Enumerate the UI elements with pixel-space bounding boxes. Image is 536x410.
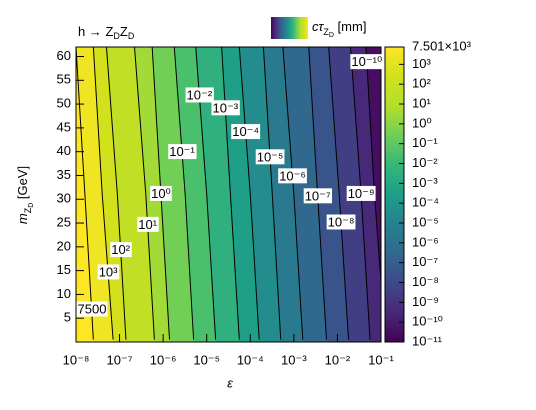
colorbar-tick-label: 10⁻³ (412, 175, 438, 190)
x-tick-label: 10⁻⁷ (107, 352, 133, 367)
x-axis-label: ε (227, 375, 233, 390)
y-tick-label: 30 (57, 191, 71, 206)
contour-label-bg (168, 144, 197, 160)
y-tick-label: 60 (57, 48, 71, 63)
contour-label-bg (137, 216, 159, 232)
y-tick-label: 25 (57, 214, 71, 229)
contour-label: 10⁻⁹ (348, 186, 375, 201)
contour-label-bg (326, 214, 356, 230)
contour-line (221, 47, 240, 340)
colorbar-tick-label: 10⁻⁶ (412, 234, 439, 249)
y-tick-label: 50 (57, 96, 71, 111)
colorbar-tick-label: 10⁻⁷ (412, 254, 438, 269)
y-axis-label: mZD [GeV] (15, 166, 34, 224)
y-tick-label: 10 (57, 286, 71, 301)
plot-frame (75, 46, 382, 343)
y-tick-label: 40 (57, 143, 71, 158)
contour-label: 10⁻¹ (169, 144, 195, 159)
plot-area (76, 47, 381, 342)
contour-label: 10¹ (138, 217, 157, 232)
contour-label: 10⁻⁸ (328, 214, 355, 229)
chart-title: h → ZDZD (78, 24, 135, 41)
contour-line (282, 47, 304, 340)
contour-label: 10⁻⁴ (232, 124, 259, 139)
contour-label-bg (185, 87, 214, 103)
contour-label: 7500 (78, 302, 107, 317)
contour-label: 10⁻¹⁰ (351, 54, 382, 69)
y-tick-label: 5 (64, 310, 71, 325)
y-tick-label: 20 (57, 238, 71, 253)
contour-line (173, 47, 195, 340)
contour-label-bg (346, 185, 376, 201)
colorbar-tick-label: 10⁻¹¹ (412, 333, 443, 348)
contour-label-bg (350, 54, 384, 70)
contour-line (133, 47, 155, 340)
x-tick-label: 10⁻² (325, 352, 351, 367)
contour-line (105, 47, 127, 340)
x-tick-label: 10⁻⁸ (63, 352, 90, 367)
colorbar-tick-label: 10¹ (412, 95, 431, 110)
colorbar-tick-label: 10⁻⁵ (412, 214, 439, 229)
colorbar-tick-label: 10⁻⁹ (412, 294, 439, 309)
x-tick-label: 10⁻³ (281, 352, 307, 367)
contour-label-bg (110, 242, 132, 258)
contour-label-bg (211, 100, 240, 116)
colorbar-tick-label: 10⁻⁴ (412, 195, 439, 210)
y-tick-label: 45 (57, 119, 71, 134)
contour-line (238, 47, 260, 340)
x-tick-label: 10⁻⁴ (237, 352, 264, 367)
legend-swatch (271, 17, 308, 39)
contour-label: 10⁻² (187, 87, 213, 102)
colorbar-tick-label: 10² (412, 76, 431, 91)
contour-label: 10⁻⁶ (279, 168, 306, 183)
colorbar-tick-label: 10⁻² (412, 155, 438, 170)
contour-line (262, 47, 282, 340)
contour-line (328, 47, 350, 340)
contour-line (92, 47, 114, 340)
colorbar-tick-label: 7.501×10³ (412, 38, 472, 53)
contour-line (76, 47, 94, 340)
contour-label-bg (97, 264, 120, 280)
contour-label-bg (278, 168, 307, 184)
contour-label: 10⁻⁵ (257, 149, 284, 164)
x-tick-label: 10⁻¹ (368, 352, 394, 367)
contour-label: 10⁻³ (212, 100, 238, 115)
y-tick-label: 35 (57, 167, 71, 182)
colorbar-tick-label: 10³ (412, 56, 431, 71)
colorbar (384, 46, 405, 343)
colorbar-tick-label: 10⁻¹⁰ (412, 314, 443, 329)
x-tick-label: 10⁻⁶ (150, 352, 177, 367)
contour-label-bg (76, 301, 108, 317)
contour-label-bg (303, 188, 333, 204)
contour-label: 10⁰ (151, 186, 171, 201)
colorbar-tick-label: 10⁰ (412, 115, 432, 130)
y-tick-label: 55 (57, 72, 71, 87)
colorbar-tick-label: 10⁻¹ (412, 135, 438, 150)
contour-label-bg (150, 185, 172, 201)
contour-label: 10³ (99, 264, 118, 279)
contour-label-bg (255, 149, 285, 165)
contour-label-bg (231, 124, 261, 140)
colorbar-tick-label: 10⁻⁸ (412, 274, 439, 289)
colorbar-label: cτZD [mm] (312, 19, 366, 38)
y-tick-label: 15 (57, 262, 71, 277)
contour-label: 10⁻⁷ (305, 188, 331, 203)
contour-label: 10² (111, 242, 130, 257)
x-tick-label: 10⁻⁵ (193, 352, 220, 367)
